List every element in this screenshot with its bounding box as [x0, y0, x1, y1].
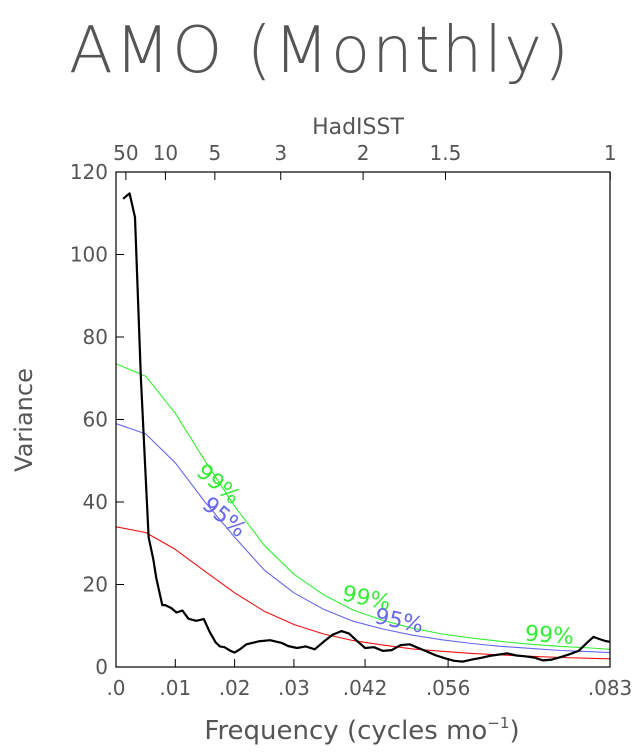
series-line-1: [115, 526, 611, 660]
top-tick-label-2: 5: [208, 141, 221, 165]
top-tick-label-4: 2: [357, 141, 370, 165]
y-axis-label: Variance: [10, 368, 38, 472]
curve-label-4: 99%: [524, 622, 575, 650]
x-axis-label-main: Frequency (cycles mo: [204, 716, 487, 746]
y-tick-label-2: 40: [83, 490, 108, 514]
y-tick-label-5: 100: [70, 243, 108, 267]
series-line-2: [115, 423, 611, 654]
chart-title: AMO (Monthly): [69, 14, 571, 88]
axes: .0 .01 .02 .03 .042 .056 .083 0 20 40 60 80 100 12050…: [70, 141, 632, 700]
y-tick-label-0: 0: [95, 655, 108, 679]
top-axis-label: HadISST: [312, 115, 404, 140]
plot-area: 99%95%99%95% 99%: [115, 192, 611, 663]
top-tick-label-6: 1: [604, 141, 617, 165]
curve-label-3: 95%: [373, 604, 426, 639]
x-axis-label: Frequency (cycles mo−1): [204, 714, 519, 746]
y-tick-label-6: 120: [70, 160, 108, 184]
top-tick-label-1: 10: [153, 141, 178, 165]
x-tick-label-2: .02: [219, 676, 251, 700]
top-tick-label-3: 3: [274, 141, 287, 165]
x-tick-label-1: .01: [159, 676, 191, 700]
top-tick-label-0: 50: [113, 141, 138, 165]
x-tick-label-4: .042: [343, 676, 388, 700]
x-axis-label-close: ): [509, 716, 519, 746]
series-line-3: [115, 363, 611, 650]
series-line-0: [122, 192, 611, 663]
y-tick-label-4: 80: [83, 325, 108, 349]
x-axis-label-exponent: −1: [487, 714, 509, 732]
x-tick-label-0: .0: [106, 676, 125, 700]
x-tick-label-3: .03: [278, 676, 310, 700]
x-tick-label-6: .083: [588, 676, 633, 700]
y-tick-label-3: 60: [83, 408, 108, 432]
y-tick-label-1: 20: [83, 573, 108, 597]
top-tick-label-5: 1.5: [430, 141, 462, 165]
x-tick-label-5: .056: [426, 676, 471, 700]
